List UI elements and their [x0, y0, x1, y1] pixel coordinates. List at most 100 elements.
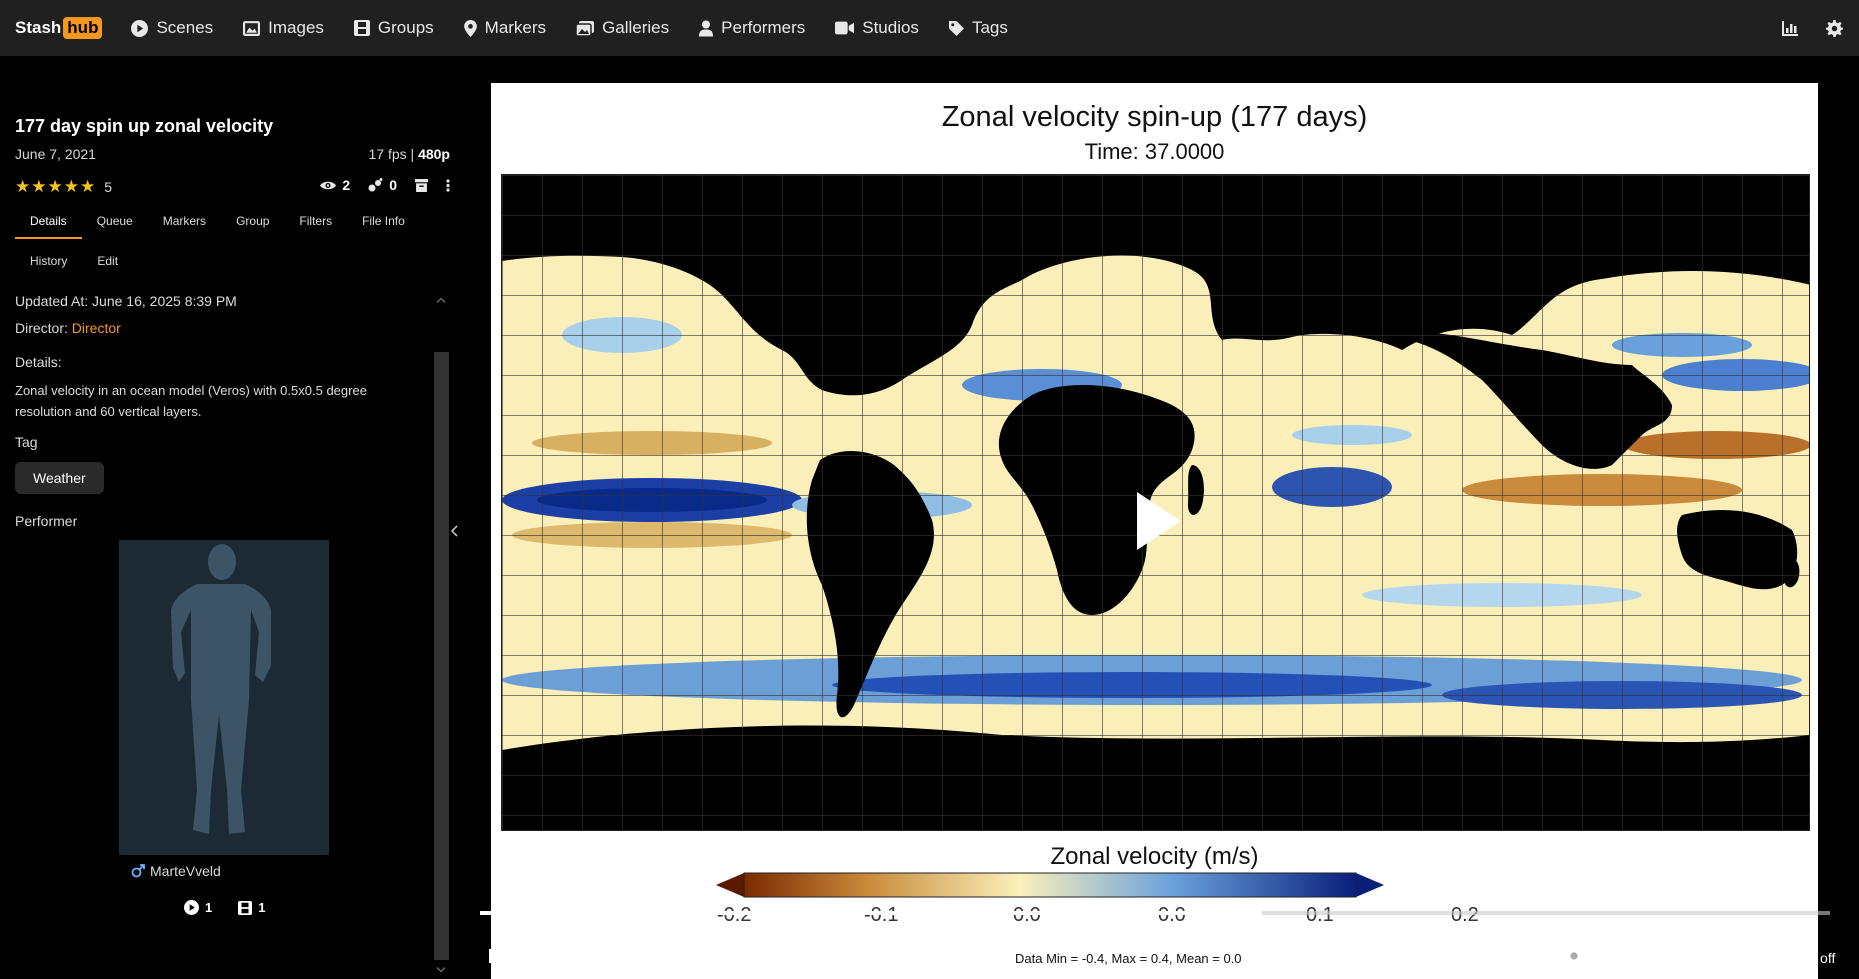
performer-group-count[interactable]: 1 — [238, 900, 265, 915]
gear-icon[interactable] — [1826, 19, 1843, 37]
director-link[interactable]: Director — [71, 320, 121, 336]
volume-icon — [783, 949, 803, 965]
view-count[interactable]: 2 — [320, 177, 350, 193]
settings-button[interactable] — [1563, 945, 1585, 971]
tab-history[interactable]: History — [30, 254, 68, 268]
fullscreen-icon — [1623, 946, 1643, 966]
top-right-actions — [1782, 0, 1843, 56]
box-icon — [415, 178, 428, 192]
play-circle-icon — [131, 19, 149, 37]
nav-scenes[interactable]: Scenes — [116, 0, 228, 56]
skip-back-icon — [489, 949, 503, 963]
performer-scene-count[interactable]: 1 — [184, 900, 212, 915]
next-button[interactable] — [606, 948, 622, 968]
tab-details[interactable]: Details — [15, 208, 82, 239]
performer-image[interactable] — [119, 540, 329, 855]
more-options-button[interactable] — [446, 178, 450, 192]
forward-button[interactable] — [724, 948, 744, 972]
rotate-right-icon — [725, 948, 742, 967]
colorbar-graphic — [716, 872, 1384, 898]
tag-pill-weather[interactable]: Weather — [15, 462, 104, 494]
star-icon[interactable]: ★ — [80, 177, 96, 196]
ellipsis-vertical-icon — [446, 178, 450, 192]
rewind-button[interactable] — [665, 948, 685, 972]
rotate-left-icon — [667, 948, 684, 967]
scene-date: June 7, 2021 — [15, 146, 96, 162]
male-icon — [131, 864, 145, 878]
nav-galleries[interactable]: Galleries — [561, 0, 684, 56]
star-rating[interactable]: ★ ★ ★ ★ ★ 5 — [15, 178, 112, 195]
performer-label: Performer — [15, 513, 78, 529]
scene-stats: 2 0 — [320, 177, 450, 193]
nav-studios[interactable]: Studios — [820, 0, 934, 56]
video-icon — [835, 21, 855, 35]
performer-name-row[interactable]: MarteVveld — [131, 863, 221, 879]
stash-logo[interactable]: Stash hub — [15, 17, 103, 39]
gear-icon — [1563, 945, 1585, 967]
detail-tabs-row2: History Edit — [15, 248, 133, 277]
user-icon — [699, 20, 714, 36]
big-play-button[interactable] — [1135, 490, 1183, 557]
play-button[interactable] — [546, 948, 561, 969]
current-time: 0:00 — [828, 950, 856, 966]
seek-bar[interactable] — [480, 906, 1830, 919]
stats-chart-icon[interactable] — [1782, 20, 1798, 36]
image-icon — [243, 20, 261, 36]
seek-bar-fill — [480, 911, 1255, 915]
droplets-icon — [368, 178, 383, 192]
tab-markers[interactable]: Markers — [162, 214, 207, 228]
collapse-panel-button[interactable] — [450, 524, 459, 542]
top-navbar: Stash hub Scenes Images Groups Markers Ga… — [0, 0, 1859, 56]
director-row: Director: Director — [15, 320, 121, 336]
play-circle-icon — [184, 900, 199, 915]
map-marker-icon — [463, 19, 477, 37]
volume-button[interactable] — [783, 948, 805, 970]
organize-button[interactable] — [415, 178, 428, 192]
nav-images[interactable]: Images — [228, 0, 339, 56]
play-icon — [1137, 492, 1181, 550]
chevron-up-icon[interactable] — [436, 297, 446, 304]
rating-value: 5 — [104, 178, 113, 195]
marker-time-a: 0:00.0 — [1674, 950, 1711, 965]
tag-label: Tag — [15, 434, 38, 450]
film-icon — [238, 900, 253, 915]
performer-name[interactable]: MarteVveld — [150, 863, 221, 879]
nav-tags[interactable]: Tags — [934, 0, 1023, 56]
details-scrollbar[interactable] — [434, 352, 449, 960]
performer-silhouette-icon — [171, 544, 271, 834]
chevron-down-icon[interactable] — [436, 966, 446, 973]
playback-speed[interactable]: 1x — [1504, 945, 1528, 970]
scene-title: 177 day spin up zonal velocity — [15, 116, 274, 136]
scene-fps: 17 fps | 480p — [368, 146, 450, 162]
o-count[interactable]: 0 — [368, 177, 397, 193]
tag-icon — [948, 20, 964, 36]
detail-tabs: Details Queue Markers Group Filters File… — [15, 208, 420, 239]
fullscreen-button[interactable] — [1623, 946, 1643, 969]
video-frame-title: Zonal velocity spin-up (177 days) — [941, 101, 1368, 133]
loop-toggle[interactable]: Loop off — [1785, 950, 1836, 966]
previous-button[interactable] — [488, 948, 504, 968]
play-icon — [547, 949, 560, 964]
star-icon[interactable]: ★ — [15, 177, 31, 196]
tab-filters[interactable]: Filters — [299, 214, 333, 228]
marker-time-b: 0:00.0 — [1733, 950, 1770, 965]
nav-performers[interactable]: Performers — [684, 0, 820, 56]
video-frame-subtitle: Time: 37.0000 — [1084, 139, 1225, 164]
nav-groups[interactable]: Groups — [339, 0, 449, 56]
tab-file-info[interactable]: File Info — [362, 214, 405, 228]
details-label: Details: — [15, 354, 62, 370]
star-icon[interactable]: ★ — [63, 177, 79, 196]
chevron-left-icon — [450, 525, 458, 537]
total-time: 0:10 — [877, 950, 905, 966]
tab-queue[interactable]: Queue — [96, 214, 133, 228]
player-controls: 0:00 0:10 Data Min = -0.4, Max = 0.4, Me… — [480, 905, 1859, 979]
seek-knob[interactable] — [1248, 906, 1262, 919]
tab-edit[interactable]: Edit — [97, 254, 119, 268]
star-icon[interactable]: ★ — [47, 177, 63, 196]
skip-forward-icon — [607, 949, 621, 963]
star-icon[interactable]: ★ — [31, 177, 47, 196]
performer-stats: 1 1 — [184, 900, 265, 915]
nav-markers[interactable]: Markers — [449, 0, 561, 56]
colorbar-label: Zonal velocity (m/s) — [1050, 843, 1259, 870]
tab-group[interactable]: Group — [236, 214, 270, 228]
